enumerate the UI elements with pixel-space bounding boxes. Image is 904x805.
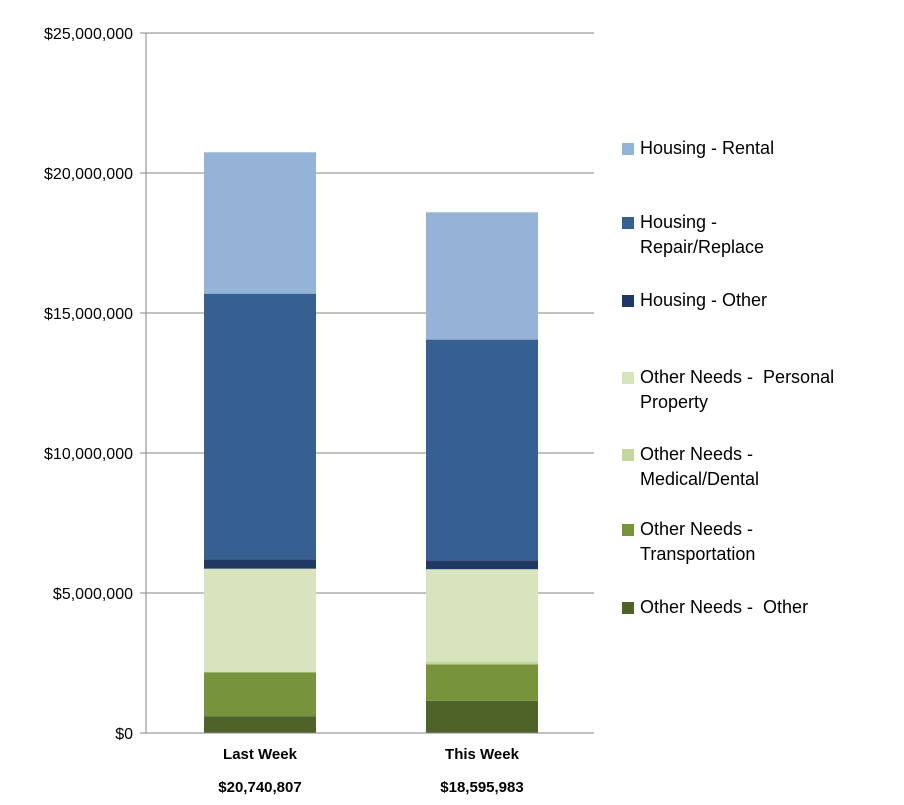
- x-category-total: $20,740,807: [218, 779, 301, 796]
- legend-label: Other Needs - Transportation: [640, 519, 756, 564]
- bar-segment: [204, 152, 316, 294]
- legend-item: Other Needs - Transportation: [622, 519, 892, 567]
- y-tick-label: $25,000,000: [44, 26, 133, 43]
- legend-label: Other Needs - Personal Property: [640, 367, 835, 412]
- legend-label: Housing - Rental: [640, 138, 775, 158]
- bar-segment: [204, 672, 316, 717]
- legend-swatch: [622, 372, 634, 384]
- y-tick-label: $5,000,000: [53, 586, 133, 603]
- bar-segment: [426, 560, 538, 570]
- legend-item: Housing - Other: [622, 290, 892, 313]
- bar-segment: [204, 293, 316, 560]
- legend-item: Other Needs - Personal Property: [622, 367, 892, 415]
- bar-segment: [426, 569, 538, 662]
- bar-segment: [426, 661, 538, 665]
- bar-segment: [426, 664, 538, 701]
- bar-segment: [204, 559, 316, 569]
- bar-segment: [204, 568, 316, 673]
- legend-swatch: [622, 217, 634, 229]
- y-tick-label: $20,000,000: [44, 166, 133, 183]
- legend-item: Housing - Repair/Replace: [622, 212, 892, 260]
- legend-item: Other Needs - Medical/Dental: [622, 444, 892, 492]
- x-category-label: This Week: [445, 746, 520, 763]
- x-axis: Last Week $20,740,807 This Week $18,595,983: [146, 732, 594, 796]
- y-tick-label: $15,000,000: [44, 306, 133, 323]
- legend-label: Housing - Other: [640, 290, 768, 310]
- x-category-label: Last Week: [223, 746, 298, 763]
- legend-swatch: [622, 449, 634, 461]
- legend-label: Housing - Repair/Replace: [640, 212, 765, 257]
- y-tick-label: $0: [115, 726, 133, 743]
- legend-swatch: [622, 295, 634, 307]
- bar-segment: [426, 212, 538, 340]
- bar-segment: [426, 700, 538, 733]
- bar-segment: [426, 339, 538, 561]
- legend-swatch: [622, 524, 634, 536]
- legend-swatch: [622, 143, 634, 155]
- bars: [204, 152, 538, 733]
- legend-label: Other Needs - Other: [640, 597, 809, 617]
- legend-label: Other Needs - Medical/Dental: [640, 444, 760, 489]
- y-tick-label: $10,000,000: [44, 446, 133, 463]
- x-category-total: $18,595,983: [440, 779, 523, 796]
- legend-item: Other Needs - Other: [622, 597, 892, 620]
- legend-item: Housing - Rental: [622, 138, 892, 161]
- bar-segment: [204, 716, 316, 733]
- y-axis: $0 $5,000,000 $10,000,000 $15,000,000 $20,00…: [44, 26, 147, 743]
- legend-swatch: [622, 602, 634, 614]
